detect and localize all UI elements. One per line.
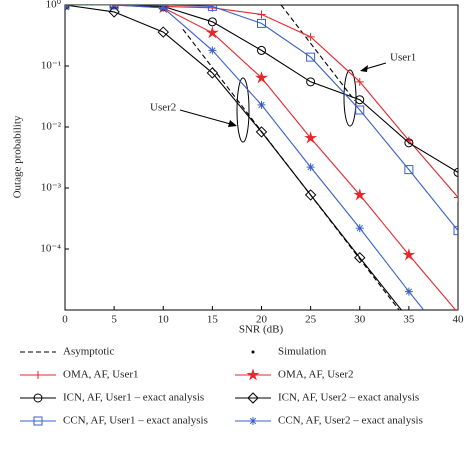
series-line [65,5,403,310]
marker [108,6,120,18]
legend-label: CCN, AF, User1 – exact analysis [63,415,208,427]
plot-area [65,5,463,385]
legend-label: ICN, AF, User1 – exact analysis [63,392,204,404]
marker [304,131,318,144]
marker [247,392,259,404]
legend-label: ICN, AF, User2 – exact analysis [278,392,419,404]
legend-label: Asymptotic [63,346,114,358]
marker [404,165,414,175]
marker [355,105,365,115]
annotation: User1 [390,52,416,64]
x-tick-label: 40 [453,314,465,326]
y-tick-label: 10⁻³ [41,182,62,194]
annotation: User2 [150,102,176,114]
marker [251,350,255,354]
marker [306,52,316,62]
user2-ellipse [236,77,250,143]
marker [353,188,367,201]
user1-arrowhead [360,65,368,72]
marker [208,46,217,55]
marker [34,371,42,379]
marker [33,393,43,403]
marker [65,5,69,9]
series-line [65,5,458,231]
marker [255,126,268,138]
marker [306,163,315,172]
marker [246,368,260,381]
y-tick-label: 10⁰ [46,0,62,11]
marker [257,45,266,55]
marker [255,71,268,84]
user2-arrowhead [228,120,237,127]
x-tick-label: 0 [62,314,68,326]
legend-label: OMA, AF, User2 [278,369,354,381]
marker [355,77,364,86]
marker [402,248,416,261]
marker [456,306,458,310]
marker [257,18,266,28]
legend-label: OMA, AF, User1 [63,369,139,381]
legend-label: CCN, AF, User2 – exact analysis [278,415,423,427]
marker [207,17,217,27]
marker [206,67,219,79]
marker [109,5,119,10]
x-tick-label: 20 [256,314,268,326]
x-tick-label: 35 [403,314,415,326]
marker [354,251,366,264]
marker [205,26,219,39]
marker [159,5,168,12]
x-tick-label: 30 [354,314,366,326]
marker [158,5,168,10]
marker [453,375,463,385]
y-tick-label: 10⁻² [41,121,62,133]
x-tick-label: 25 [305,314,317,326]
x-tick-label: 10 [158,314,170,326]
marker [157,26,169,38]
marker [404,138,414,148]
y-tick-label: 10⁻⁴ [40,243,61,255]
marker [355,224,364,233]
marker [453,226,458,236]
x-tick-label: 5 [111,314,117,326]
marker [355,95,365,105]
marker [249,417,257,425]
marker [454,193,458,202]
marker [304,189,317,201]
marker [33,416,43,426]
marker [453,167,458,177]
marker [306,77,316,87]
marker [306,32,315,41]
x-tick-label: 15 [207,314,219,326]
y-axis-label: Outage probability [12,115,24,198]
legend-label: Simulation [278,346,327,358]
y-tick-label: 10⁻¹ [41,60,61,72]
marker [110,5,119,9]
marker [257,100,266,109]
series-line [65,5,458,173]
marker [257,10,266,19]
marker [404,287,413,296]
marker [65,5,70,10]
marker [207,5,217,11]
x-axis-label: SNR (dB) [239,324,284,336]
marker [454,349,462,357]
user2-arrow [179,109,235,126]
